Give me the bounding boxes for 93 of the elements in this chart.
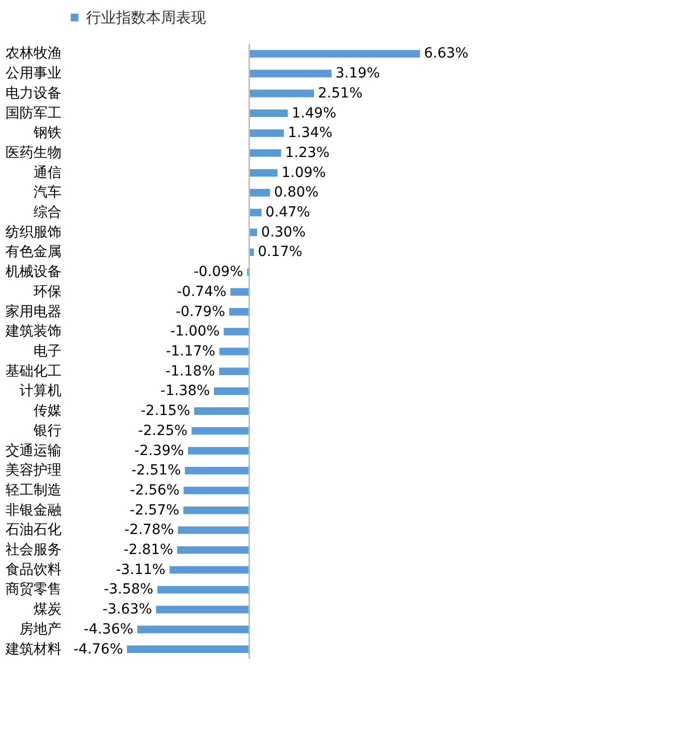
- bar: [249, 188, 270, 196]
- bar: [249, 70, 332, 78]
- y-tick-label: 食品饮料: [6, 562, 62, 578]
- bar: [249, 90, 314, 98]
- bar: [137, 626, 250, 634]
- y-tick-label: 建筑装饰: [4, 324, 62, 340]
- bar: [230, 288, 250, 296]
- data-label: -1.00%: [170, 324, 220, 340]
- bar: [249, 50, 420, 58]
- bar: [224, 328, 250, 336]
- data-label: -1.17%: [166, 344, 216, 360]
- bar: [249, 169, 278, 177]
- data-label: 1.09%: [281, 164, 326, 181]
- y-tick-label: 公用事业: [6, 66, 62, 82]
- bar: [169, 566, 250, 574]
- data-label: 0.17%: [258, 244, 302, 260]
- bar: [229, 308, 250, 316]
- data-label: -1.38%: [160, 383, 210, 400]
- y-tick-label: 石油石化: [6, 522, 62, 538]
- data-label: -2.81%: [124, 542, 174, 558]
- bar: [157, 586, 250, 594]
- data-label: 0.47%: [266, 204, 310, 221]
- data-label: -3.58%: [104, 582, 154, 598]
- y-tick-label: 计算机: [20, 383, 62, 400]
- bar: [249, 208, 262, 216]
- data-label: 2.51%: [318, 85, 362, 102]
- bar: [249, 248, 254, 256]
- y-tick-label: 通信: [34, 164, 62, 181]
- bar: [192, 427, 250, 435]
- y-tick-label: 环保: [34, 284, 62, 300]
- data-label: 1.34%: [288, 125, 332, 142]
- bar: [184, 466, 250, 474]
- bar: [184, 486, 250, 494]
- y-tick-label: 钢铁: [32, 125, 62, 142]
- bar: [156, 606, 250, 614]
- y-tick-label: 传媒: [34, 403, 62, 420]
- data-label: 3.19%: [336, 66, 380, 82]
- data-label: -2.25%: [138, 422, 188, 439]
- y-tick-label: 电子: [34, 344, 62, 360]
- bar: [219, 348, 250, 356]
- data-label: -2.78%: [124, 522, 174, 538]
- y-tick-label: 家用电器: [6, 304, 62, 320]
- data-label: 6.63%: [424, 46, 468, 62]
- legend-label: 行业指数本周表现: [86, 8, 206, 26]
- y-tick-label: 医药生物: [6, 144, 62, 161]
- bar: [214, 387, 250, 395]
- y-tick-label: 美容护理: [6, 462, 62, 479]
- bar: [183, 506, 250, 514]
- data-label: 0.80%: [274, 184, 319, 201]
- data-label: -0.74%: [176, 284, 226, 300]
- data-label: 0.30%: [261, 224, 306, 240]
- y-tick-label: 房地产: [20, 621, 62, 638]
- y-tick-label: 建筑材料: [4, 641, 62, 658]
- y-tick-label: 机械设备: [6, 264, 62, 280]
- bar: [249, 228, 258, 236]
- data-label: -1.18%: [166, 363, 216, 380]
- y-tick-label: 农林牧渔: [6, 46, 62, 62]
- y-tick-label: 煤炭: [34, 602, 62, 618]
- data-label: -2.51%: [131, 462, 181, 479]
- data-label: -3.11%: [116, 562, 166, 578]
- bar: [127, 646, 250, 654]
- y-tick-label: 交通运输: [6, 442, 62, 459]
- data-label: -4.76%: [73, 641, 123, 658]
- bar: [194, 407, 250, 415]
- bar: [219, 368, 250, 376]
- bar: [249, 110, 288, 118]
- data-label: -2.39%: [134, 442, 184, 459]
- y-tick-label: 有色金属: [6, 244, 62, 260]
- y-tick-label: 汽车: [34, 184, 62, 201]
- y-tick-label: 银行: [32, 422, 62, 439]
- data-label: -0.79%: [176, 304, 226, 320]
- bar: [177, 546, 250, 554]
- y-tick-label: 社会服务: [6, 542, 62, 558]
- data-label: -2.15%: [140, 403, 190, 420]
- y-tick-label: 轻工制造: [6, 482, 62, 498]
- data-label: -3.63%: [102, 602, 152, 618]
- data-label: -4.36%: [84, 621, 134, 638]
- y-tick-label: 纺织服饰: [6, 224, 62, 240]
- y-tick-label: 非银金融: [6, 502, 62, 518]
- bar: [249, 129, 284, 137]
- bar: [249, 149, 282, 157]
- bar: [178, 526, 250, 534]
- data-label: -0.09%: [194, 264, 244, 280]
- y-tick-label: 电力设备: [6, 85, 62, 102]
- y-tick-label: 国防军工: [6, 105, 62, 122]
- bar: [188, 446, 250, 455]
- data-label: -2.57%: [130, 502, 180, 518]
- data-label: 1.49%: [292, 105, 336, 122]
- data-label: 1.23%: [285, 144, 330, 161]
- data-label: -2.56%: [130, 482, 180, 498]
- y-tick-label: 商贸零售: [6, 582, 62, 598]
- y-tick-label: 基础化工: [6, 363, 62, 380]
- y-tick-label: 综合: [34, 204, 62, 221]
